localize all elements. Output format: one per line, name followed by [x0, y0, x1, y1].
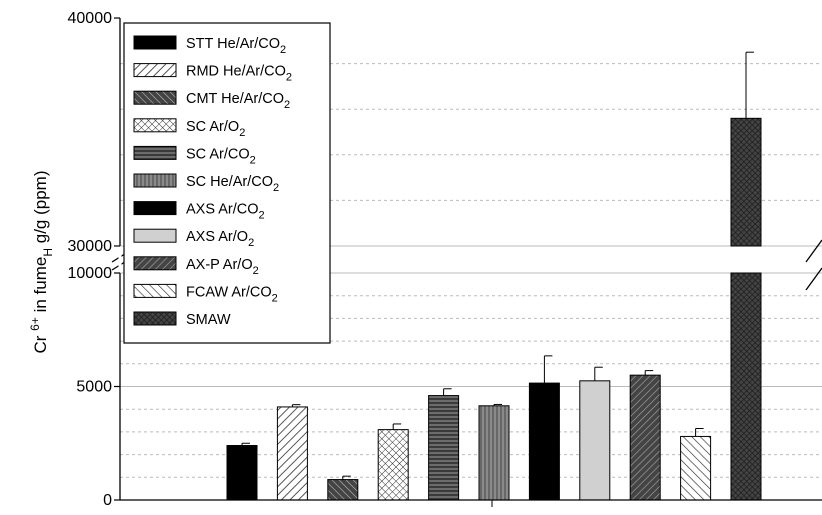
legend-label: AXS Ar/CO2	[186, 202, 265, 222]
bar	[730, 272, 762, 501]
bar-group	[478, 403, 510, 501]
legend-item: STT He/Ar/CO2	[133, 35, 286, 56]
legend-swatch	[133, 256, 177, 271]
legend-item: SC He/Ar/CO2	[133, 173, 279, 194]
y-axis-label-superscript: 6+	[28, 317, 42, 331]
legend-label: STT He/Ar/CO2	[186, 36, 286, 56]
bar-group	[680, 427, 712, 501]
y-tick-label: 40000	[68, 10, 113, 27]
legend-swatch	[133, 118, 177, 133]
legend-item: FCAW Ar/CO2	[133, 283, 278, 304]
legend-swatch	[133, 63, 177, 78]
legend-item: SC Ar/O2	[133, 118, 245, 139]
legend-label: SMAW	[186, 312, 231, 328]
bar	[478, 405, 510, 501]
bar-group	[226, 442, 258, 501]
bar-group	[377, 423, 409, 501]
legend-label: CMT He/Ar/CO2	[186, 91, 290, 111]
y-axis-label-prefix: Cr	[31, 331, 50, 354]
legend-item: AX-P Ar/O2	[133, 256, 259, 277]
legend-swatch	[133, 173, 177, 188]
bar	[377, 429, 409, 501]
bar-group	[327, 475, 359, 501]
bars	[226, 51, 762, 501]
y-tick-label: 30000	[68, 238, 113, 255]
legend-swatch	[133, 90, 177, 105]
bar	[226, 445, 258, 501]
legend-swatch	[133, 311, 177, 326]
bar	[730, 117, 762, 247]
legend-item: RMD He/Ar/CO2	[133, 63, 292, 84]
legend-swatch	[133, 145, 177, 160]
y-axis-label: Cr 6+ in fumeH g/g (ppm)	[28, 171, 55, 354]
legend: STT He/Ar/CO2 RMD He/Ar/CO2 CMT He/Ar/CO2 S…	[123, 22, 331, 344]
y-tick-label: 10000	[68, 265, 113, 282]
y-tick-label: 5000	[76, 379, 112, 396]
bar-group	[579, 366, 611, 501]
bar	[276, 406, 308, 501]
bar	[680, 435, 712, 501]
bar	[629, 374, 661, 501]
legend-label: SC Ar/CO2	[186, 146, 256, 166]
bar-group	[428, 388, 460, 501]
legend-label: AX-P Ar/O2	[186, 257, 259, 277]
y-axis-label-middle: in fume	[31, 257, 50, 317]
bar-group	[730, 51, 762, 501]
legend-swatch	[133, 201, 177, 216]
bar	[579, 380, 611, 501]
legend-label: SC Ar/O2	[186, 119, 245, 139]
bar	[428, 395, 460, 501]
bar-group	[528, 355, 560, 501]
bar-group	[276, 404, 308, 501]
legend-label: FCAW Ar/CO2	[186, 284, 278, 304]
legend-item: CMT He/Ar/CO2	[133, 90, 290, 111]
y-tick-label: 0	[103, 492, 112, 509]
legend-label: RMD He/Ar/CO2	[186, 64, 292, 84]
y-axis-label-suffix: g/g (ppm)	[31, 171, 50, 248]
legend-label: AXS Ar/O2	[186, 229, 254, 249]
y-axis-label-subscript: H	[41, 248, 55, 257]
legend-item: AXS Ar/CO2	[133, 201, 265, 222]
legend-item: SMAW	[133, 311, 231, 328]
legend-swatch	[133, 228, 177, 243]
axes	[111, 17, 822, 507]
axis-break-gap	[118, 248, 122, 271]
legend-item: SC Ar/CO2	[133, 145, 256, 166]
bar	[327, 479, 359, 501]
legend-item: AXS Ar/O2	[133, 228, 254, 249]
y-tick-labels: 0 5000 10000 30000 40000	[68, 10, 113, 509]
axis-break-mark	[805, 239, 822, 263]
legend-label: SC He/Ar/CO2	[186, 174, 279, 194]
legend-swatch	[133, 35, 177, 50]
legend-swatch	[133, 283, 177, 298]
bar-group	[629, 370, 661, 501]
axis-break-mark	[805, 267, 822, 291]
bar	[528, 382, 560, 501]
